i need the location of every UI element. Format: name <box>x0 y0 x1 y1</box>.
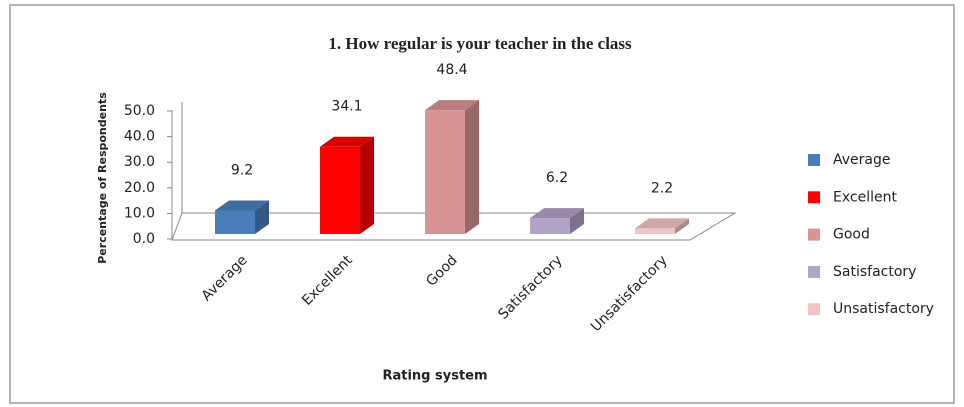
y-tick-label: 10.0 <box>124 205 155 221</box>
legend-label: Unsatisfactory <box>833 301 934 317</box>
chart-title: 1. How regular is your teacher in the cl… <box>328 34 632 53</box>
legend-swatch <box>808 303 820 316</box>
bar-front <box>635 228 675 234</box>
y-tick-label: 50.0 <box>124 103 155 119</box>
bar-top <box>425 100 479 111</box>
data-label: 9.2 <box>231 162 253 178</box>
bar <box>635 218 689 234</box>
bar-top <box>320 136 374 147</box>
bar-side <box>675 218 689 234</box>
bar <box>530 208 584 234</box>
y-axis-title: Percentage of Respondents <box>96 92 109 264</box>
bar-side <box>465 100 479 234</box>
y-tick-label: 30.0 <box>124 154 155 170</box>
legend-label: Average <box>833 152 891 168</box>
legend-label: Good <box>833 227 870 243</box>
legend-label: Excellent <box>833 189 897 205</box>
y-tick-label: 40.0 <box>124 129 155 145</box>
bar-side <box>360 136 374 234</box>
bar-front <box>425 110 465 234</box>
y-tick-label: 20.0 <box>124 180 155 196</box>
bar-top <box>530 208 584 219</box>
bar <box>215 200 269 234</box>
bar <box>425 100 479 234</box>
bar-side <box>570 208 584 234</box>
chart-frame <box>9 4 955 404</box>
x-axis-title: Rating system <box>382 369 487 384</box>
legend-swatch <box>808 265 820 278</box>
y-tick-label: 0.0 <box>133 231 155 247</box>
data-label: 6.2 <box>546 170 568 186</box>
bar-top <box>215 200 269 211</box>
legend-swatch <box>808 154 820 166</box>
bar-front <box>530 218 570 234</box>
legend-swatch <box>808 228 820 241</box>
data-label: 34.1 <box>331 99 362 115</box>
bar-front <box>215 210 255 234</box>
data-label: 2.2 <box>651 180 673 196</box>
bar-front <box>320 146 360 234</box>
legend-swatch <box>808 191 820 204</box>
bar-side <box>255 200 269 234</box>
bar <box>320 136 374 234</box>
data-label: 48.4 <box>436 62 467 78</box>
legend-label: Satisfactory <box>833 264 916 280</box>
bar-top <box>635 218 689 229</box>
